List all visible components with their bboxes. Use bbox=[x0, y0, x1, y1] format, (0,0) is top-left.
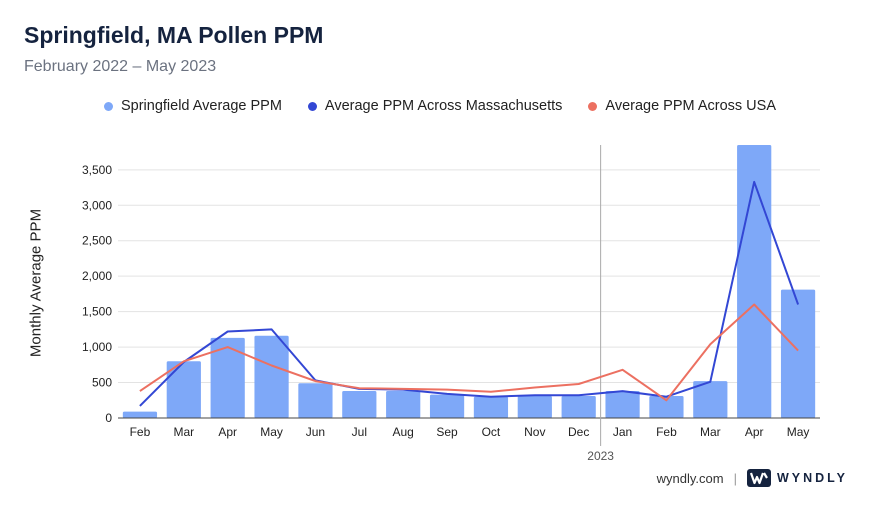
line-usa bbox=[139, 303, 799, 402]
bar-springfield bbox=[386, 391, 421, 418]
legend-label-massachusetts: Average PPM Across Massachusetts bbox=[324, 98, 563, 114]
year-label: 2023 bbox=[587, 449, 614, 463]
x-tick-label: May bbox=[787, 425, 810, 439]
bar-springfield bbox=[298, 383, 333, 418]
bar-springfield bbox=[649, 396, 684, 418]
footer-separator: | bbox=[733, 470, 737, 486]
x-tick-label: Oct bbox=[482, 425, 501, 439]
chart-title: Springfield, MA Pollen PPM bbox=[24, 22, 324, 48]
x-tick-label: Jun bbox=[306, 425, 325, 439]
legend-item-usa: Average PPM Across USA bbox=[588, 98, 776, 114]
brand-name: WYNDLY bbox=[776, 471, 848, 485]
legend-item-massachusetts: Average PPM Across Massachusetts bbox=[307, 98, 563, 114]
y-tick-label: 2,500 bbox=[82, 234, 112, 248]
x-tick-label: Apr bbox=[218, 425, 237, 439]
y-tick-label: 1,000 bbox=[82, 340, 112, 354]
y-tick-label: 1,500 bbox=[82, 305, 112, 319]
chart-subtitle: February 2022 – May 2023 bbox=[24, 58, 217, 75]
footer: wyndly.com | WYNDLY bbox=[657, 469, 848, 487]
bar-springfield bbox=[693, 381, 728, 418]
bar-springfield bbox=[517, 396, 552, 418]
bar-springfield bbox=[561, 396, 596, 418]
y-tick-label: 3,500 bbox=[82, 163, 112, 177]
bar-springfield bbox=[210, 337, 245, 418]
x-tick-label: May bbox=[260, 425, 283, 439]
bar-springfield bbox=[166, 361, 201, 418]
legend-swatch-springfield bbox=[103, 101, 113, 111]
x-tick-label: Feb bbox=[656, 425, 677, 439]
x-tick-label: Mar bbox=[700, 425, 721, 439]
x-tick-label: Nov bbox=[524, 425, 545, 439]
x-tick-label: Sep bbox=[436, 425, 458, 439]
y-tick-label: 500 bbox=[92, 376, 112, 390]
y-tick-label: 3,000 bbox=[82, 198, 112, 212]
line-massachusetts bbox=[139, 180, 800, 407]
y-tick-label: 0 bbox=[105, 411, 112, 425]
bar-springfield bbox=[780, 289, 816, 418]
bar-springfield bbox=[605, 391, 640, 418]
x-tick-label: Dec bbox=[568, 425, 589, 439]
bar-springfield bbox=[342, 391, 377, 418]
legend-swatch-massachusetts bbox=[307, 101, 317, 111]
x-tick-label: Mar bbox=[173, 425, 194, 439]
wyndly-logo-icon bbox=[746, 469, 771, 487]
bar-springfield bbox=[737, 145, 772, 418]
x-tick-label: Jan bbox=[613, 425, 632, 439]
brand: WYNDLY bbox=[746, 469, 848, 487]
y-tick-label: 2,000 bbox=[82, 269, 112, 283]
x-tick-label: Jul bbox=[352, 425, 367, 439]
legend-swatch-usa bbox=[588, 101, 598, 111]
x-tick-label: Apr bbox=[745, 425, 764, 439]
bar-springfield bbox=[122, 411, 158, 418]
legend: Springfield Average PPM Average PPM Acro… bbox=[0, 98, 880, 114]
legend-label-springfield: Springfield Average PPM bbox=[120, 98, 282, 114]
legend-item-springfield: Springfield Average PPM bbox=[103, 98, 282, 114]
footer-url[interactable]: wyndly.com bbox=[656, 470, 724, 486]
legend-label-usa: Average PPM Across USA bbox=[605, 98, 776, 114]
x-tick-label: Aug bbox=[393, 425, 414, 439]
bar-springfield bbox=[254, 335, 289, 418]
bar-springfield bbox=[473, 396, 509, 418]
bar-springfield bbox=[429, 394, 465, 418]
x-tick-label: Feb bbox=[130, 425, 151, 439]
